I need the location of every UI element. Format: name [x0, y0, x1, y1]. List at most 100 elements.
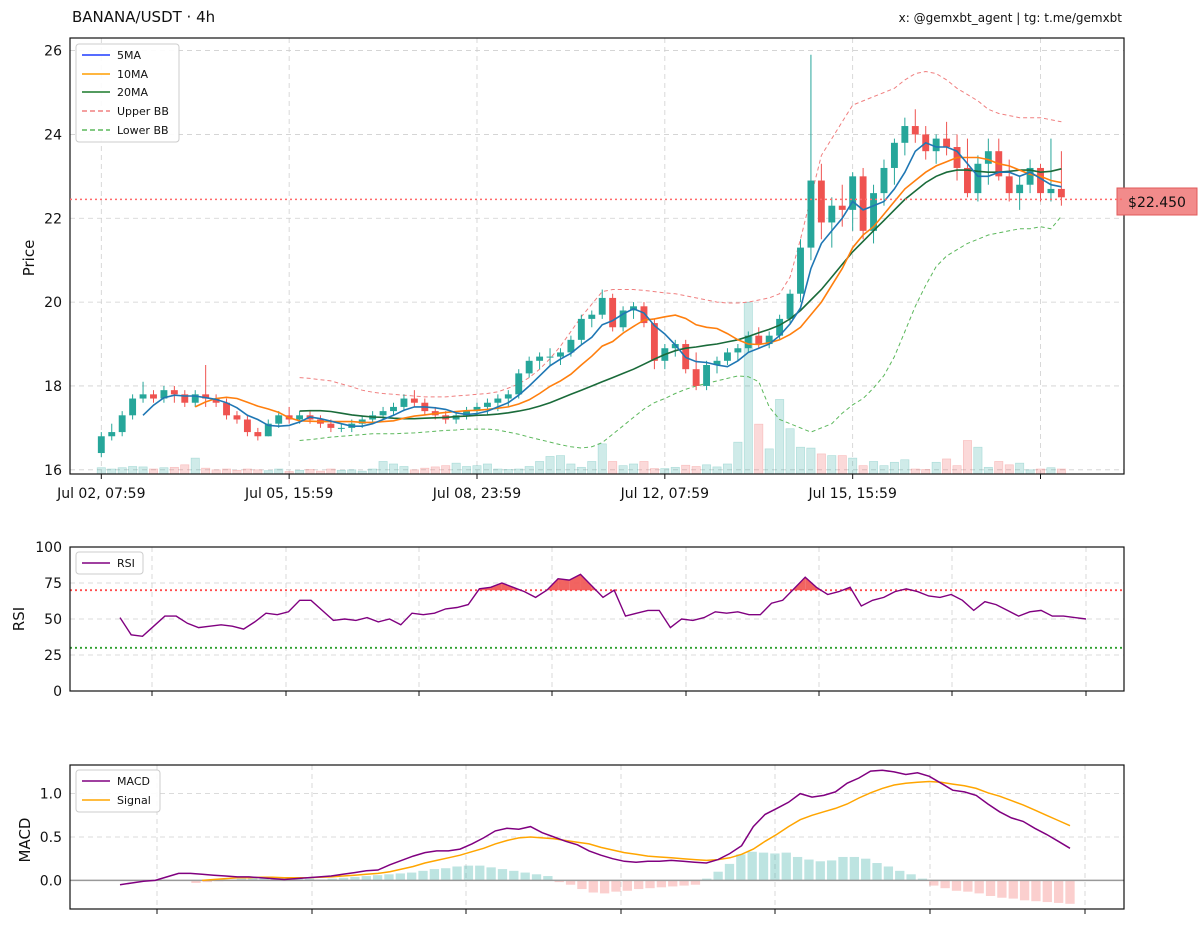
candle-body [724, 352, 731, 361]
macd-y-axis: 0.0 0.5 1.0 [40, 787, 62, 890]
volume-bar [1036, 468, 1045, 475]
candle-body [557, 352, 564, 357]
volume-bar [535, 461, 545, 475]
candle [640, 302, 648, 328]
candle [264, 419, 272, 437]
macd-histogram-bar [758, 852, 769, 881]
candle-body [1005, 176, 1013, 194]
candle [619, 306, 627, 332]
macd-histogram-bar [418, 870, 428, 881]
macd-histogram-bar [588, 880, 598, 893]
candle-body [797, 247, 804, 294]
volume-bar [409, 469, 419, 475]
legend-label-macd: MACD [117, 775, 150, 788]
candle [703, 360, 711, 391]
candle-body [327, 423, 335, 428]
macd-histogram-bar [997, 880, 1007, 898]
candle [671, 339, 679, 357]
candle [765, 331, 773, 349]
candle [901, 117, 909, 156]
candle-body [202, 394, 210, 399]
candle-body [129, 398, 137, 416]
candle-body [118, 415, 126, 433]
rsi-panel: 0 25 50 75 100 RSI RSI [10, 540, 1125, 700]
macd-histogram-bar [509, 870, 519, 881]
volume-bar [159, 467, 169, 475]
candle [1057, 151, 1065, 206]
macd-histogram-bar [1053, 880, 1064, 903]
macd-line [119, 769, 1071, 886]
volume-bar [983, 466, 993, 475]
macd-series [119, 769, 1071, 886]
macd-histogram-bar [645, 880, 655, 889]
volume-bar [399, 466, 409, 475]
candle [118, 411, 126, 437]
volume-bar [1025, 469, 1035, 475]
volume-bar [420, 467, 430, 475]
macd-histogram-bar [883, 866, 894, 881]
candle [734, 344, 742, 361]
volume-bar [994, 461, 1004, 475]
price-ytick: 22 [44, 211, 62, 227]
candle-body [870, 193, 877, 231]
candle [859, 167, 867, 240]
volume-bar [629, 463, 638, 475]
candle [191, 390, 199, 407]
macd-histogram-bar [826, 860, 837, 881]
macd-histogram-bar [497, 869, 508, 881]
price-x-axis: Jul 02, 07:59 Jul 05, 15:59 Jul 08, 23:5… [56, 486, 897, 502]
macd-histogram-bar [963, 880, 973, 892]
candle-body [692, 369, 700, 386]
macd-histogram-bar [407, 872, 417, 881]
macd-histogram-bar [781, 852, 791, 881]
volume-bar [597, 443, 607, 475]
candle-body [483, 402, 491, 407]
volume-bar [1046, 467, 1056, 475]
rsi-ytick: 100 [35, 540, 62, 556]
volume-bar [921, 469, 931, 475]
candle-body [223, 402, 230, 416]
rsi-ylabel: RSI [10, 607, 28, 631]
candle-body [243, 419, 251, 433]
macd-histogram-bar [1019, 880, 1030, 901]
candle [181, 390, 189, 407]
volume-bar [169, 466, 179, 475]
macd-histogram-bar [350, 876, 360, 881]
price-xtick: Jul 12, 07:59 [620, 486, 709, 502]
macd-histogram-bar [520, 872, 530, 881]
volume-bar [138, 466, 148, 475]
volume-bar [743, 302, 753, 475]
candle [400, 394, 408, 412]
volume-bar [764, 448, 774, 475]
volume-bar [566, 463, 576, 475]
candle [515, 369, 523, 399]
macd-histogram-bar [849, 856, 859, 881]
volume-bar [493, 468, 503, 475]
candle-body [170, 390, 178, 395]
volume-bar [639, 461, 649, 475]
macd-histogram-bar [543, 876, 553, 881]
candle [275, 411, 283, 428]
rsi-overbought-area [558, 578, 570, 591]
candle-body [400, 398, 408, 407]
candle-body [97, 436, 105, 454]
candle-body [598, 297, 606, 315]
candle [744, 331, 752, 353]
candle [880, 159, 888, 206]
rsi-ytick: 75 [44, 576, 62, 592]
rsi-frame [69, 546, 1125, 692]
candle-body [358, 419, 366, 424]
macd-histogram-bar [565, 880, 576, 885]
rsi-y-axis: 0 25 50 75 100 [35, 540, 62, 700]
candle-body [1037, 167, 1044, 194]
rsi-grid [70, 546, 1124, 696]
macd-histogram-bar [452, 866, 462, 881]
macd-histogram-bar [906, 874, 916, 881]
candle-body [452, 415, 460, 420]
candle-body [1057, 188, 1065, 198]
volume-bar [180, 464, 190, 475]
volume-bar [649, 468, 659, 475]
ma10-line [194, 156, 1062, 424]
candle [577, 314, 585, 345]
